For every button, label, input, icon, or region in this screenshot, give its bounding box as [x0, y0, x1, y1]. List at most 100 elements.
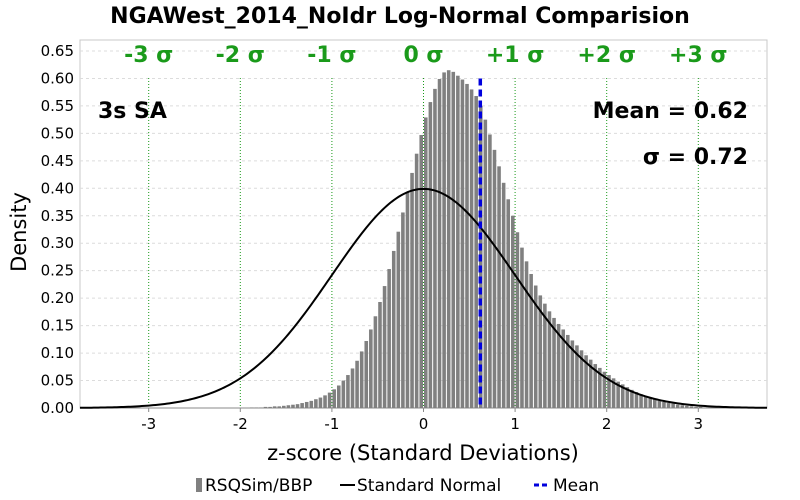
histogram-bar	[428, 102, 433, 408]
histogram-bar	[433, 88, 437, 409]
histogram-bar	[579, 350, 584, 408]
histogram-bar	[405, 192, 410, 408]
histogram-bar	[401, 212, 405, 408]
chart-title: NGAWest_2014_NoIdr Log-Normal Comparisio…	[110, 4, 690, 29]
sigma-annotation: σ = 0.72	[643, 145, 748, 170]
histogram-bar	[332, 389, 336, 408]
histogram-bar	[570, 340, 575, 408]
histogram-bar	[584, 355, 588, 408]
histogram-bar	[703, 407, 707, 408]
histogram-bar	[291, 404, 295, 408]
y-tick-label: 0.65	[41, 42, 74, 60]
histogram-bar	[492, 149, 497, 408]
legend-label-histogram: RSQSim/BBP	[205, 476, 312, 496]
histogram-bar	[598, 367, 602, 408]
histogram-bar	[671, 403, 675, 408]
histogram-bar	[277, 406, 282, 408]
histogram-bar	[442, 72, 446, 408]
histogram-bar	[259, 407, 263, 408]
histogram-bar	[451, 71, 456, 408]
histogram-bar	[561, 329, 565, 408]
x-tick-label: -2	[233, 415, 248, 433]
y-tick-label: 0.55	[41, 97, 74, 115]
histogram-bar	[648, 397, 652, 408]
histogram-bar	[707, 407, 712, 408]
histogram-bar	[547, 311, 552, 408]
histogram-bar	[346, 375, 350, 408]
histogram-bar	[483, 119, 488, 409]
histogram-bar	[653, 399, 657, 408]
histogram-bar	[391, 250, 396, 408]
histogram-bar	[593, 364, 598, 408]
histogram-bar	[680, 405, 685, 408]
sigma-label: +2 σ	[577, 43, 636, 68]
histogram-bar	[575, 345, 579, 408]
x-axis-ticks: -3 -2 -1 0 1 2 3	[141, 408, 703, 433]
histogram-bar	[254, 407, 259, 408]
histogram-bar	[643, 395, 648, 408]
histogram-bar	[497, 166, 501, 408]
y-tick-label: 0.35	[41, 207, 74, 225]
histogram-bar	[657, 400, 662, 408]
histogram-bar	[469, 89, 474, 409]
histogram-bar	[295, 404, 300, 408]
histogram-bar	[378, 301, 382, 408]
y-tick-label: 0.25	[41, 262, 74, 280]
histogram-bar	[304, 401, 309, 408]
histogram-bar	[506, 199, 511, 408]
histogram-bar	[634, 392, 639, 408]
x-tick-label: 0	[419, 415, 429, 433]
y-tick-label: 0.50	[41, 124, 74, 142]
histogram-bar	[588, 359, 593, 408]
histogram-bar	[437, 78, 442, 409]
histogram-bar	[474, 96, 478, 409]
y-tick-label: 0.20	[41, 289, 74, 307]
mean-annotation: Mean = 0.62	[593, 99, 748, 124]
y-axis-label: Density	[7, 192, 31, 272]
histogram-bar	[300, 403, 304, 408]
histogram-bar	[565, 334, 570, 408]
gridlines	[80, 50, 767, 409]
histogram-bar	[249, 407, 254, 408]
histogram-bar	[694, 406, 698, 408]
histogram-bar	[511, 215, 515, 408]
histogram-bar	[456, 75, 460, 409]
histogram-bar	[286, 405, 291, 408]
histogram-bar	[314, 399, 318, 408]
x-tick-label: 3	[694, 415, 704, 433]
x-tick-label: -3	[141, 415, 156, 433]
histogram-bar	[666, 403, 671, 408]
sigma-label: -1 σ	[307, 43, 356, 68]
plot-area	[79, 39, 768, 409]
histogram-bar	[355, 360, 359, 408]
sigma-label: +3 σ	[669, 43, 728, 68]
y-tick-label: 0.10	[41, 344, 74, 362]
sigma-lines	[148, 78, 699, 408]
x-tick-label: -1	[324, 415, 339, 433]
y-axis-ticks: 0.00 0.05 0.10 0.15 0.20 0.25 0.30 0.35 0.40 0.45…	[41, 42, 74, 417]
histogram-bar	[515, 232, 520, 408]
histogram-bar	[364, 340, 369, 408]
normal-curve	[79, 187, 768, 409]
sigma-label: -2 σ	[216, 43, 265, 68]
histogram-bar	[373, 316, 378, 408]
histogram-bar	[359, 351, 364, 408]
sigma-labels: -3 σ -2 σ -1 σ 0 σ +1 σ +2 σ +3 σ	[124, 43, 727, 68]
x-tick-label: 2	[602, 415, 612, 433]
legend-label-mean: Mean	[553, 476, 599, 496]
histogram-bar	[630, 389, 634, 408]
histogram-bar	[611, 378, 616, 408]
y-tick-label: 0.15	[41, 317, 74, 335]
histogram-bar	[341, 380, 346, 408]
histogram-bar	[309, 400, 314, 408]
histogram-bar	[350, 368, 355, 408]
histogram-bar	[607, 375, 611, 408]
histogram-bar	[602, 371, 607, 408]
histogram-bar	[529, 273, 533, 408]
histogram-bar	[263, 406, 268, 408]
histogram-bar	[369, 329, 373, 408]
y-tick-label: 0.30	[41, 234, 74, 252]
histogram-bar	[533, 285, 538, 408]
histogram-bar	[625, 387, 630, 408]
histogram-bar	[685, 405, 689, 408]
